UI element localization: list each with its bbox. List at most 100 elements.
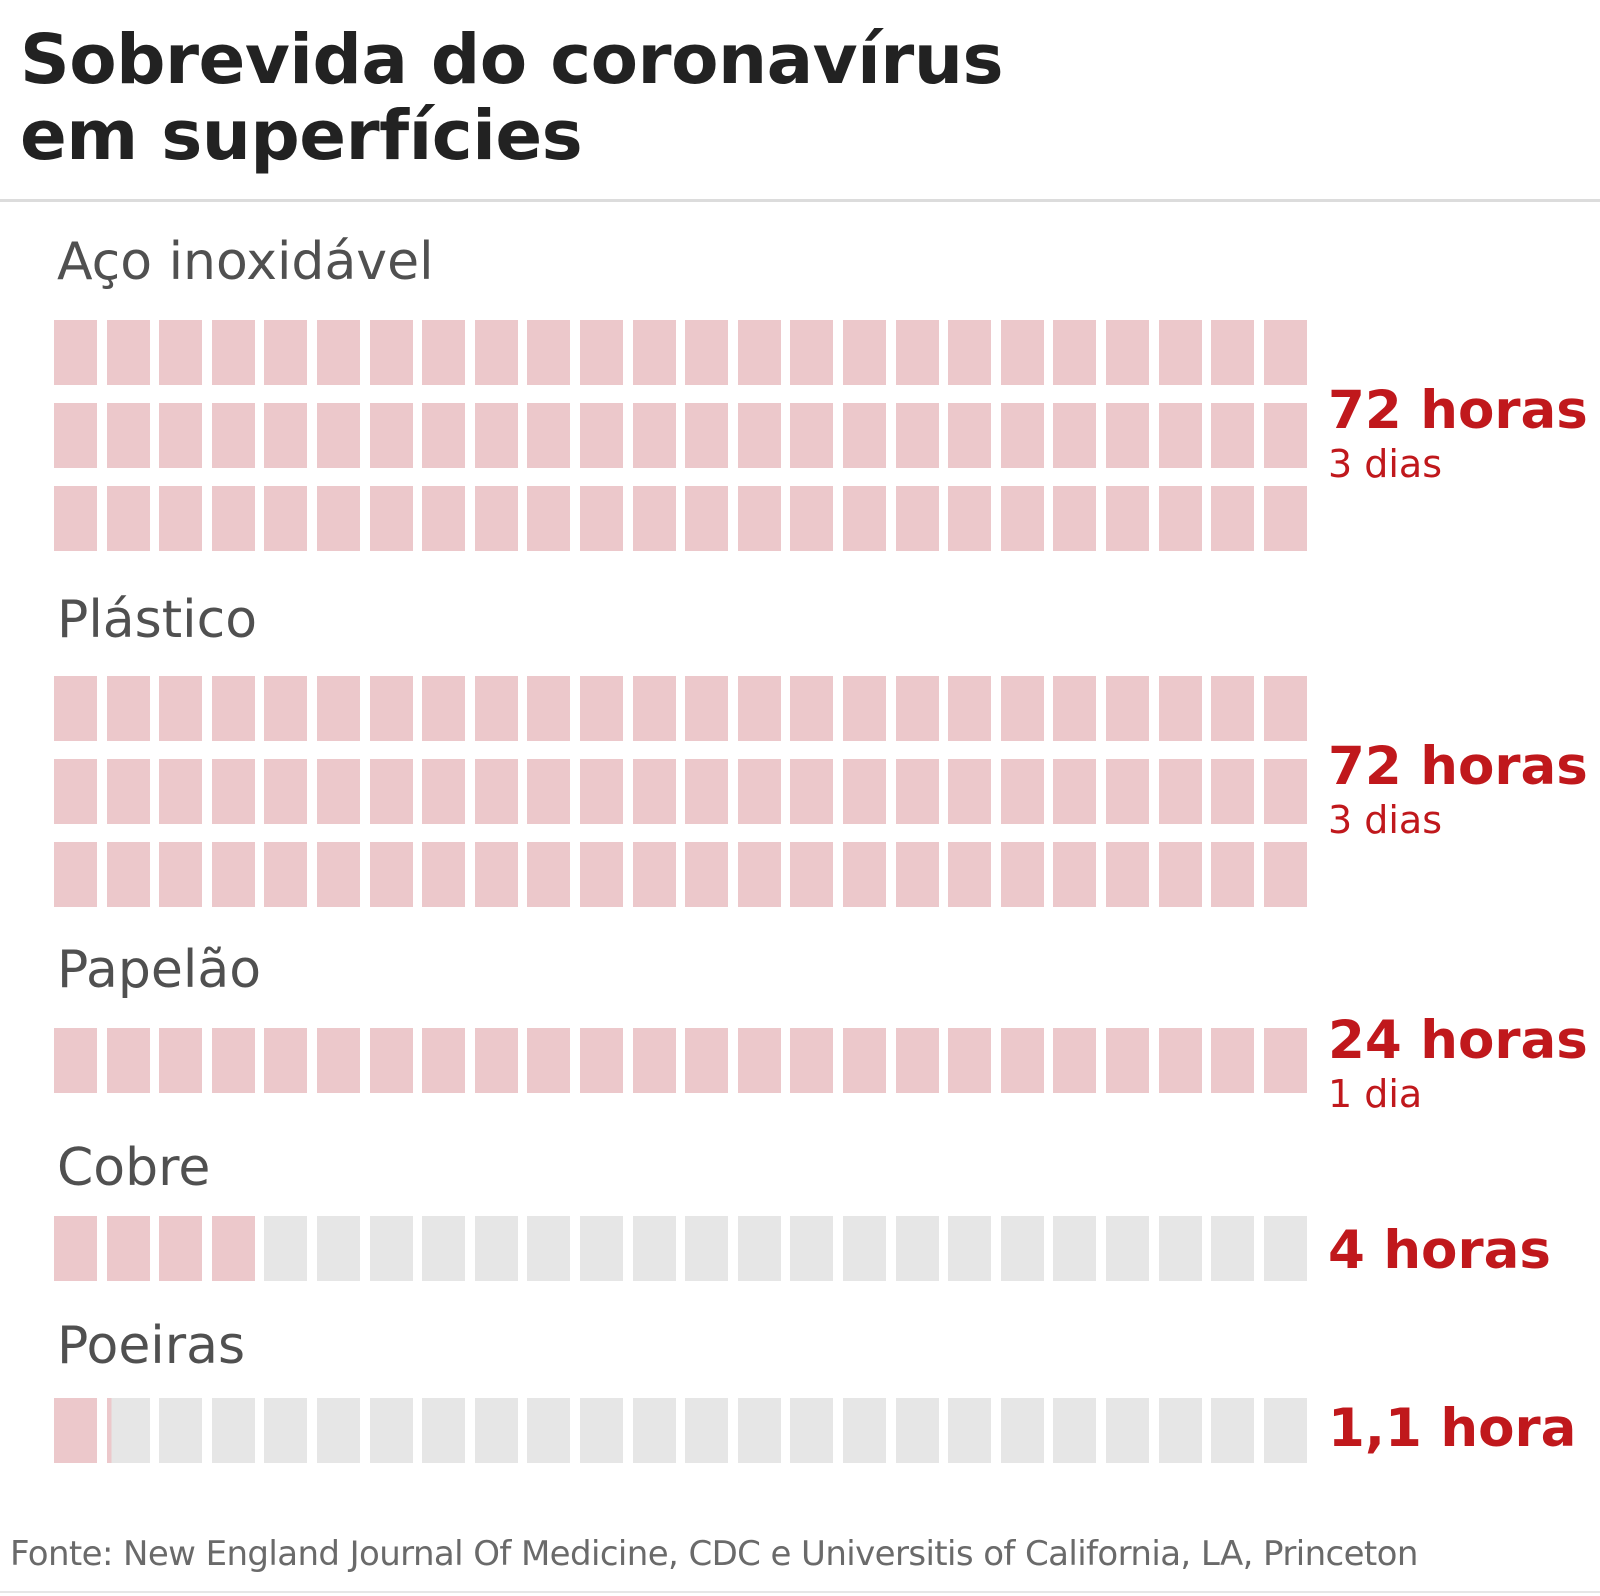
waffle-cell bbox=[264, 486, 308, 551]
waffle-cell bbox=[1211, 1216, 1255, 1281]
waffle-cell bbox=[1000, 842, 1044, 907]
waffle-cell bbox=[790, 486, 834, 551]
waffle-cell bbox=[54, 842, 97, 907]
waffle-cell bbox=[106, 842, 150, 907]
waffle-cell bbox=[422, 676, 466, 741]
surface-label: Aço inoxidável bbox=[57, 232, 434, 292]
waffle-cell bbox=[1158, 320, 1202, 385]
chart-title-line-2: em superfícies bbox=[20, 96, 583, 176]
duration-label: 4 horas bbox=[1328, 1220, 1551, 1281]
waffle-cell bbox=[580, 759, 623, 824]
waffle-cell bbox=[790, 1398, 834, 1463]
waffle-cell bbox=[159, 320, 203, 385]
waffle-cell bbox=[1000, 759, 1044, 824]
waffle-cell bbox=[1263, 486, 1307, 551]
waffle-cell bbox=[685, 486, 729, 551]
waffle-cell bbox=[211, 486, 255, 551]
waffle-cell bbox=[1158, 842, 1202, 907]
waffle-cell bbox=[54, 320, 97, 385]
waffle-cell bbox=[685, 320, 729, 385]
waffle-cell bbox=[843, 403, 886, 468]
waffle-cell bbox=[1263, 676, 1307, 741]
waffle-cell bbox=[264, 1028, 308, 1093]
waffle-cell bbox=[211, 676, 255, 741]
title-divider bbox=[0, 199, 1600, 202]
waffle-cell bbox=[1106, 486, 1149, 551]
waffle-cell bbox=[843, 676, 886, 741]
waffle-cell bbox=[1211, 676, 1255, 741]
waffle-cell bbox=[54, 1028, 97, 1093]
waffle-cell bbox=[1000, 403, 1044, 468]
waffle-cell bbox=[527, 486, 571, 551]
waffle-cell bbox=[264, 759, 308, 824]
waffle-cell bbox=[54, 759, 97, 824]
waffle-cell bbox=[211, 1028, 255, 1093]
bottom-rule bbox=[0, 1591, 1600, 1593]
waffle-cell bbox=[54, 403, 97, 468]
waffle-cell bbox=[1000, 320, 1044, 385]
waffle-cell bbox=[422, 1216, 466, 1281]
waffle-cell bbox=[369, 403, 413, 468]
waffle-cell bbox=[317, 403, 360, 468]
duration-label: 24 horas bbox=[1328, 1010, 1588, 1071]
waffle-cell bbox=[1053, 403, 1097, 468]
waffle-cell bbox=[369, 320, 413, 385]
waffle-cell bbox=[1053, 1398, 1097, 1463]
duration-label: 72 horas bbox=[1328, 736, 1588, 797]
waffle-cell bbox=[211, 403, 255, 468]
waffle-cell bbox=[1106, 403, 1149, 468]
chart-title-line-1: Sobrevida do coronavírus bbox=[20, 20, 1004, 100]
waffle-cell bbox=[1053, 842, 1097, 907]
waffle-cell bbox=[790, 403, 834, 468]
waffle-cell bbox=[369, 486, 413, 551]
waffle-cell bbox=[580, 320, 623, 385]
waffle-cell bbox=[106, 403, 150, 468]
waffle-cell bbox=[632, 403, 676, 468]
waffle-cell bbox=[948, 842, 992, 907]
days-label: 3 dias bbox=[1328, 442, 1443, 486]
surface-label: Papelão bbox=[57, 940, 262, 1000]
duration-label: 72 horas bbox=[1328, 380, 1588, 441]
waffle-cell bbox=[54, 1398, 97, 1463]
waffle-cell bbox=[580, 676, 623, 741]
waffle-cell bbox=[1000, 1216, 1044, 1281]
waffle-cell bbox=[474, 759, 518, 824]
waffle-cell bbox=[369, 1398, 413, 1463]
waffle-cell bbox=[159, 403, 203, 468]
waffle-cell bbox=[422, 842, 466, 907]
waffle-cell bbox=[1158, 1398, 1202, 1463]
waffle-cell bbox=[1158, 759, 1202, 824]
waffle-cell bbox=[843, 842, 886, 907]
waffle-cell bbox=[317, 842, 360, 907]
waffle-cell bbox=[948, 486, 992, 551]
waffle-cell bbox=[474, 1398, 518, 1463]
waffle-cell bbox=[580, 1398, 623, 1463]
waffle-cell bbox=[1106, 676, 1149, 741]
waffle-cell bbox=[1158, 1216, 1202, 1281]
waffle-cell bbox=[317, 1028, 360, 1093]
waffle-cell bbox=[317, 1216, 360, 1281]
waffle-cell bbox=[948, 676, 992, 741]
surface-label: Plástico bbox=[57, 590, 258, 650]
waffle-cell bbox=[527, 842, 571, 907]
waffle-cell bbox=[54, 1216, 97, 1281]
waffle-cell bbox=[264, 320, 308, 385]
waffle-cell bbox=[211, 759, 255, 824]
waffle-cell bbox=[474, 1216, 518, 1281]
waffle-cell bbox=[580, 842, 623, 907]
waffle-cell bbox=[159, 486, 203, 551]
waffle-cell bbox=[474, 1028, 518, 1093]
surface-label: Poeiras bbox=[57, 1316, 246, 1376]
waffle-cell bbox=[527, 320, 571, 385]
waffle-cell bbox=[1106, 320, 1149, 385]
waffle-cell bbox=[1000, 1398, 1044, 1463]
waffle-cell bbox=[737, 1028, 781, 1093]
waffle-cell bbox=[211, 1398, 255, 1463]
waffle-cell bbox=[843, 320, 886, 385]
source-note: Fonte: New England Journal Of Medicine, … bbox=[10, 1534, 1418, 1574]
waffle-cell bbox=[948, 1398, 992, 1463]
waffle-cell bbox=[1263, 320, 1307, 385]
waffle-cell bbox=[1000, 676, 1044, 741]
waffle-cell bbox=[264, 403, 308, 468]
waffle-cell bbox=[317, 486, 360, 551]
